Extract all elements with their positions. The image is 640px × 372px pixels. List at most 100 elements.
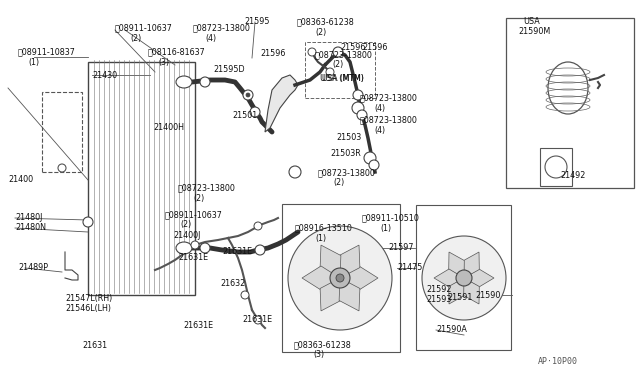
Text: 21590: 21590 xyxy=(475,291,500,299)
Circle shape xyxy=(333,47,343,57)
Text: 21590A: 21590A xyxy=(436,326,467,334)
Text: (4): (4) xyxy=(374,103,385,112)
Text: Ⓣ08723-13800: Ⓣ08723-13800 xyxy=(360,93,418,103)
Text: (2): (2) xyxy=(193,193,204,202)
Text: 21400: 21400 xyxy=(8,176,33,185)
Text: 21595: 21595 xyxy=(244,17,269,26)
Text: Ⓓ08116-81637: Ⓓ08116-81637 xyxy=(148,48,205,57)
Polygon shape xyxy=(449,252,464,278)
Text: 21631E: 21631E xyxy=(178,253,208,263)
Text: (2): (2) xyxy=(315,28,326,36)
Text: 21592: 21592 xyxy=(426,285,451,295)
Text: (1): (1) xyxy=(380,224,391,232)
Polygon shape xyxy=(302,266,340,290)
Text: Ⓜ08363-61238: Ⓜ08363-61238 xyxy=(294,340,352,350)
Ellipse shape xyxy=(176,76,192,88)
Text: (2): (2) xyxy=(333,179,344,187)
Text: USA (MTM): USA (MTM) xyxy=(322,74,364,83)
Text: (2): (2) xyxy=(130,33,141,42)
Text: Ⓣ08723-13800: Ⓣ08723-13800 xyxy=(360,115,418,125)
Circle shape xyxy=(250,107,260,117)
Text: 21596: 21596 xyxy=(340,44,365,52)
Circle shape xyxy=(83,217,93,227)
Circle shape xyxy=(58,164,66,172)
Text: ⓝ08911-10637: ⓝ08911-10637 xyxy=(115,23,173,32)
Text: (1): (1) xyxy=(315,234,326,243)
Polygon shape xyxy=(464,278,479,304)
Text: 21596: 21596 xyxy=(260,48,285,58)
Text: Ⓣ08723-13800: Ⓣ08723-13800 xyxy=(193,23,251,32)
Circle shape xyxy=(243,90,253,100)
Text: Ⓣ08723-13800: Ⓣ08723-13800 xyxy=(318,169,376,177)
Polygon shape xyxy=(320,245,341,278)
Bar xyxy=(282,204,400,352)
Polygon shape xyxy=(265,75,298,132)
Text: USA (MTM): USA (MTM) xyxy=(320,74,364,83)
Polygon shape xyxy=(434,269,464,287)
Circle shape xyxy=(326,68,334,76)
Text: 21430: 21430 xyxy=(92,71,117,80)
Circle shape xyxy=(456,270,472,286)
Text: ⓕ08916-13510: ⓕ08916-13510 xyxy=(295,224,353,232)
Text: 21591: 21591 xyxy=(447,294,472,302)
Ellipse shape xyxy=(548,62,588,114)
Text: (1): (1) xyxy=(28,58,39,67)
Text: (4): (4) xyxy=(374,125,385,135)
Text: ⓝ08911-10837: ⓝ08911-10837 xyxy=(18,48,76,57)
Polygon shape xyxy=(449,278,464,304)
Circle shape xyxy=(352,102,364,114)
Bar xyxy=(416,205,511,350)
Text: 21631E: 21631E xyxy=(222,247,252,257)
Text: 21631: 21631 xyxy=(82,340,107,350)
Circle shape xyxy=(289,166,301,178)
Text: 21632: 21632 xyxy=(220,279,245,288)
Circle shape xyxy=(255,245,265,255)
Text: 21503R: 21503R xyxy=(330,148,361,157)
Text: (2): (2) xyxy=(180,221,191,230)
Text: 21503: 21503 xyxy=(336,134,361,142)
Text: USA: USA xyxy=(523,17,540,26)
Circle shape xyxy=(308,48,316,56)
Circle shape xyxy=(364,152,376,164)
Circle shape xyxy=(369,160,379,170)
Text: 21480J: 21480J xyxy=(15,214,42,222)
Text: ⓝ08911-10510: ⓝ08911-10510 xyxy=(362,214,420,222)
Text: 21596: 21596 xyxy=(362,44,387,52)
Text: AP·10P00: AP·10P00 xyxy=(538,357,578,366)
Text: Ⓣ08723-13800: Ⓣ08723-13800 xyxy=(178,183,236,192)
Polygon shape xyxy=(340,266,378,290)
Circle shape xyxy=(353,90,363,100)
Circle shape xyxy=(422,236,506,320)
Circle shape xyxy=(200,243,210,253)
Bar xyxy=(540,148,572,186)
Circle shape xyxy=(336,274,344,282)
Polygon shape xyxy=(339,245,360,278)
Ellipse shape xyxy=(176,242,192,254)
Text: Ⓜ08363-61238: Ⓜ08363-61238 xyxy=(297,17,355,26)
Text: 21400J: 21400J xyxy=(173,231,200,240)
Circle shape xyxy=(288,226,392,330)
Text: (3): (3) xyxy=(158,58,169,67)
Text: 21597: 21597 xyxy=(388,244,413,253)
Text: 21501: 21501 xyxy=(232,110,257,119)
Circle shape xyxy=(254,222,262,230)
Circle shape xyxy=(191,241,199,249)
Polygon shape xyxy=(464,269,494,287)
Text: 21631E: 21631E xyxy=(242,315,272,324)
Text: 21400H: 21400H xyxy=(153,124,184,132)
Text: 21546L(LH): 21546L(LH) xyxy=(65,304,111,312)
Circle shape xyxy=(200,77,210,87)
Text: (2): (2) xyxy=(332,61,343,70)
Text: 21631E: 21631E xyxy=(183,321,213,330)
Polygon shape xyxy=(464,252,479,278)
Circle shape xyxy=(254,316,262,324)
Text: 21593: 21593 xyxy=(426,295,451,305)
Bar xyxy=(88,62,195,295)
Text: 21547L(RH): 21547L(RH) xyxy=(65,294,112,302)
Text: 21480N: 21480N xyxy=(15,224,46,232)
Circle shape xyxy=(241,291,249,299)
Ellipse shape xyxy=(545,156,567,178)
Polygon shape xyxy=(320,278,341,311)
Text: 21489P: 21489P xyxy=(18,263,48,273)
Circle shape xyxy=(357,110,367,120)
